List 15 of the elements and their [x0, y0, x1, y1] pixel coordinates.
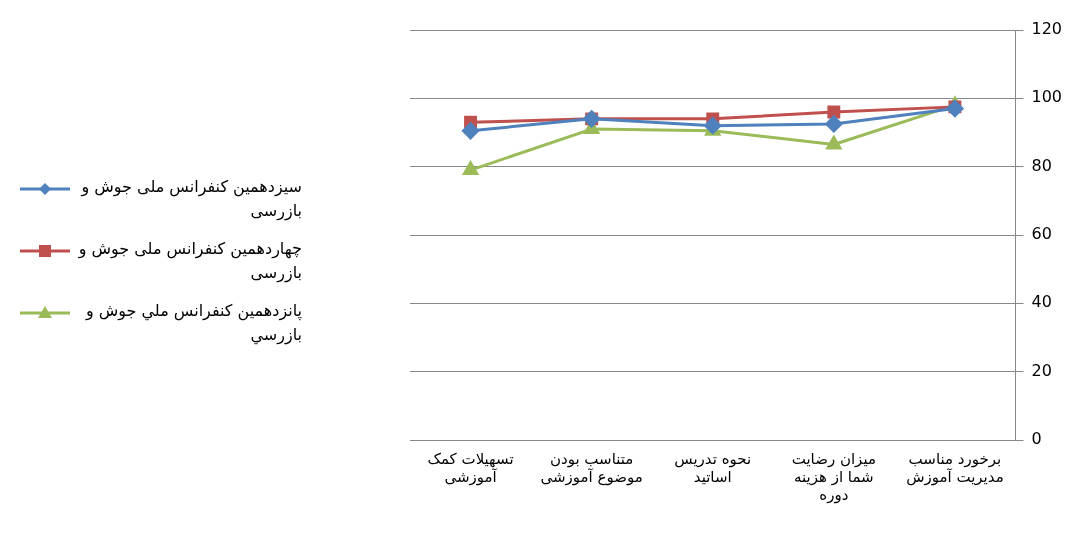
x-tick-label: متناسب بودن موضوع آموزشی: [540, 449, 643, 486]
x-tick-label: برخورد مناسب مدیریت آموزش: [906, 449, 1004, 486]
x-tick-label: نحوه تدریس اساتید: [674, 449, 752, 486]
y-tick-label: 0: [1031, 429, 1042, 449]
y-tick-label: 60: [1031, 224, 1052, 244]
legend-label: چهاردهمین کنفرانس ملی جوش و بازرسی: [77, 238, 302, 285]
legend-label: سیزدهمین کنفرانس ملی جوش و بازرسی: [79, 176, 302, 223]
y-tick-label: 80: [1031, 155, 1052, 175]
y-tick-label: 120: [1031, 19, 1063, 39]
legend-label: پانزدهمین کنفرانس ملي جوش و بازرسي: [84, 300, 302, 347]
y-tick-label: 20: [1031, 360, 1052, 380]
x-tick-label: تسهیلات کمک آموزشی: [427, 449, 514, 486]
x-tick-label: میزان رضایت شما از هزینه دوره: [791, 449, 876, 504]
y-tick-label: 100: [1031, 87, 1063, 107]
y-tick-label: 40: [1031, 292, 1052, 312]
